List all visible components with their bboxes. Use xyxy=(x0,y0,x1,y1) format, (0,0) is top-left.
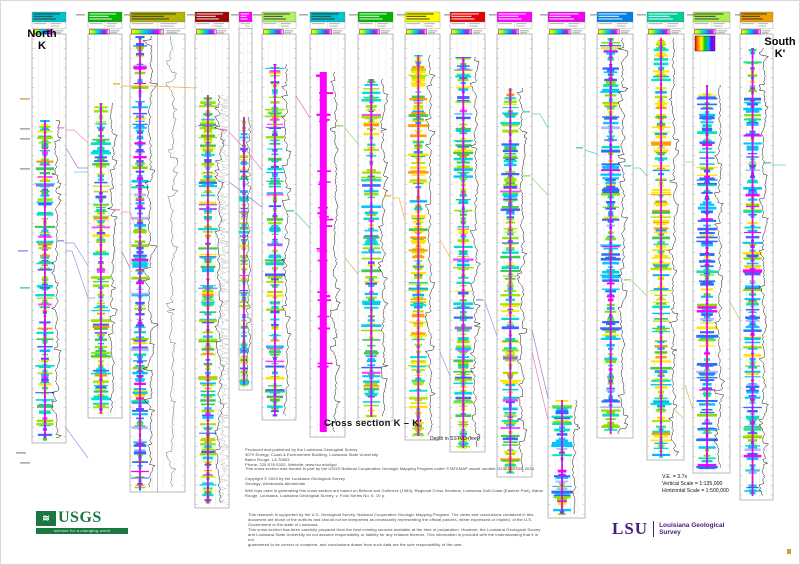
correlation-line xyxy=(531,329,549,399)
margin-pick-label xyxy=(20,138,30,140)
well-distance-label xyxy=(590,14,599,16)
well-distance-label xyxy=(253,14,262,16)
correlation-line xyxy=(576,147,598,155)
correlation-line xyxy=(287,210,311,229)
well-8-track xyxy=(357,11,394,422)
well-distance-label xyxy=(397,14,406,16)
margin-pick-label xyxy=(20,128,30,130)
corner-marker-icon xyxy=(787,549,791,554)
section-title: Cross section K – K' xyxy=(324,418,423,429)
well-9-track xyxy=(404,11,441,441)
margin-pick-label xyxy=(20,287,30,289)
well-5-track xyxy=(238,11,253,391)
correlation-line xyxy=(228,181,263,208)
correlation-line xyxy=(344,257,359,275)
correlation-line xyxy=(476,299,498,337)
well-2-track xyxy=(87,11,123,419)
depth-units-note: Depth in SSTVD (feet) xyxy=(430,436,480,442)
correlation-line xyxy=(523,175,549,196)
usgs-tagline: science for a changing world xyxy=(36,528,128,534)
correlation-line xyxy=(220,129,263,171)
well-distance-label xyxy=(540,14,549,16)
correlation-line xyxy=(531,351,549,421)
correlation-line xyxy=(336,125,359,145)
correlation-line xyxy=(439,239,451,258)
well-distance-label xyxy=(231,14,240,16)
margin-pick-label xyxy=(20,462,30,464)
well-distance-label xyxy=(489,14,498,16)
well-distance-label xyxy=(735,14,744,16)
well-distance-label xyxy=(349,14,358,16)
well-4-track xyxy=(194,11,230,509)
well-10-track xyxy=(449,11,486,453)
correlation-line xyxy=(66,250,95,299)
usgs-wave-icon: ≋ xyxy=(36,510,56,526)
well-distance-label xyxy=(124,14,133,16)
correlation-line xyxy=(65,147,88,169)
correlation-line xyxy=(764,162,786,166)
correlation-line xyxy=(57,240,89,267)
scale-block: V.E. = 3.7x Vertical Scale = 1:135,000 H… xyxy=(662,474,729,494)
lsu-org-name: Louisiana Geological Survey xyxy=(659,521,725,537)
correlation-line xyxy=(672,407,684,419)
well-7-track xyxy=(309,11,346,438)
lsu-logo: LSU Louisiana Geological Survey xyxy=(612,519,724,539)
well-15-track xyxy=(692,11,731,474)
well-distance-label xyxy=(187,14,196,16)
correlation-line xyxy=(113,209,137,229)
correlation-line xyxy=(384,195,406,221)
well-3-track xyxy=(129,11,186,493)
correlation-line xyxy=(684,384,694,411)
lsu-logo-divider xyxy=(653,521,655,537)
well-16-track xyxy=(739,11,774,501)
well-distance-label xyxy=(444,14,453,16)
correlation-line xyxy=(523,111,549,129)
credit-funding: This cross section was funded in part by… xyxy=(245,466,535,471)
margin-pick-label xyxy=(16,452,26,454)
correlation-line xyxy=(729,301,741,321)
margin-pick-label xyxy=(20,98,30,100)
credit-copyright: Copyright © 2025 by the Louisiana Geolog… xyxy=(245,476,346,486)
lsu-logo-text: LSU xyxy=(612,519,649,538)
usgs-logo-text: USGS xyxy=(58,509,102,526)
correlation-line xyxy=(624,165,648,177)
well-6-track xyxy=(261,11,297,421)
well-11-track xyxy=(496,11,533,478)
correlation-line xyxy=(295,95,311,119)
well-distance-label xyxy=(637,14,646,16)
correlation-line xyxy=(439,351,451,377)
credit-welltops: Well tops used in generating this cross … xyxy=(245,488,544,498)
credit-disclaimer-1: This research is supported by the U.S. G… xyxy=(248,512,534,527)
well-13-track xyxy=(596,11,634,439)
well-1-track xyxy=(31,11,67,444)
correlation-line xyxy=(121,251,131,269)
correlation-line xyxy=(65,427,89,459)
well-distance-label xyxy=(76,14,85,16)
correlation-line xyxy=(624,279,648,297)
margin-pick-label xyxy=(20,168,30,170)
endpoint-north-label: North K xyxy=(27,28,57,52)
credit-publisher: Produced and published by the Louisiana … xyxy=(245,447,379,467)
well-distance-label xyxy=(299,14,308,16)
well-12-track xyxy=(547,11,586,519)
usgs-logo: ≋ USGS science for a changing world xyxy=(36,509,128,534)
margin-pick-label xyxy=(18,250,28,252)
well-distance-label xyxy=(687,14,696,16)
endpoint-south-label: South K' xyxy=(764,36,796,60)
well-14-track xyxy=(646,11,685,461)
correlation-line xyxy=(113,83,197,89)
credit-disclaimer-2: This cross section has been carefully pr… xyxy=(248,527,541,547)
correlation-line xyxy=(57,127,89,144)
